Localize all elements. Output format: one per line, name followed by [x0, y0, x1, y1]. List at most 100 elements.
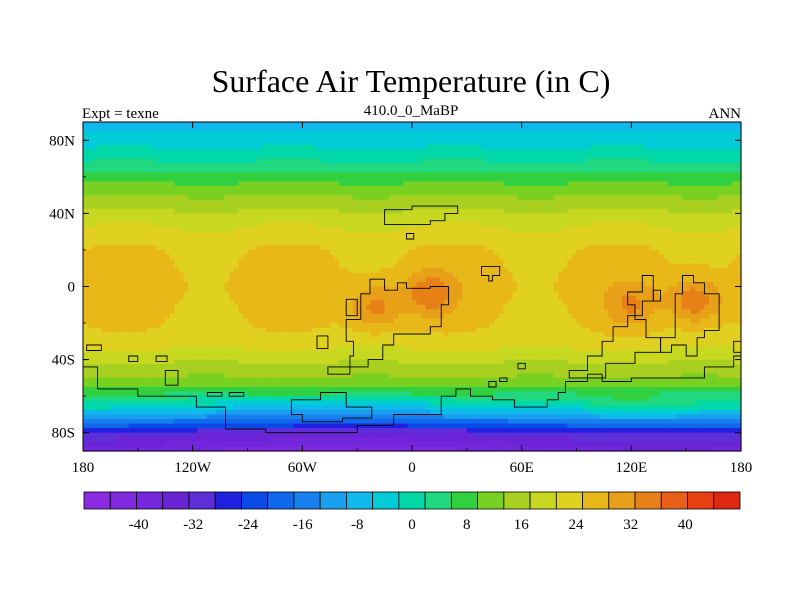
temperature-cell: [128, 213, 134, 219]
temperature-cell: [261, 149, 267, 155]
temperature-cell: [311, 126, 317, 132]
temperature-cell: [92, 217, 98, 224]
temperature-cell: [375, 163, 381, 169]
temperature-cell: [137, 227, 143, 233]
temperature-cell: [293, 122, 299, 128]
temperature-cell: [617, 181, 623, 187]
temperature-cell: [247, 167, 253, 173]
temperature-cell: [517, 263, 523, 269]
temperature-cell: [718, 249, 724, 256]
temperature-cell: [338, 122, 345, 128]
temperature-cell: [124, 254, 130, 260]
temperature-cell: [183, 167, 189, 173]
temperature-cell: [169, 263, 175, 269]
temperature-cell: [498, 144, 504, 151]
temperature-cell: [124, 263, 130, 269]
temperature-cell: [672, 167, 678, 173]
temperature-cell: [210, 158, 217, 164]
temperature-cell: [416, 181, 422, 187]
temperature-cell: [311, 245, 317, 251]
temperature-cell: [475, 245, 482, 251]
temperature-cell: [384, 227, 390, 233]
temperature-cell: [279, 153, 285, 160]
temperature-cell: [306, 199, 313, 205]
temperature-cell: [146, 126, 153, 132]
temperature-cell: [96, 245, 102, 251]
temperature-cell: [380, 263, 386, 269]
temperature-cell: [87, 185, 93, 192]
temperature-cell: [613, 217, 619, 224]
temperature-cell: [238, 231, 244, 237]
temperature-cell: [128, 153, 134, 160]
temperature-cell: [325, 140, 331, 146]
temperature-cell: [233, 172, 239, 178]
temperature-cell: [704, 204, 710, 210]
temperature-cell: [667, 131, 674, 137]
temperature-cell: [284, 131, 290, 137]
temperature-cell: [466, 185, 472, 192]
temperature-cell: [658, 181, 664, 187]
temperature-cell: [274, 240, 281, 246]
temperature-cell: [320, 163, 326, 169]
temperature-cell: [425, 172, 431, 178]
temperature-cell: [197, 131, 203, 137]
temperature-cell: [475, 131, 482, 137]
temperature-cell: [421, 126, 427, 132]
temperature-cell: [119, 144, 125, 151]
temperature-cell: [119, 199, 125, 205]
temperature-cell: [242, 172, 249, 178]
temperature-cell: [142, 222, 148, 228]
temperature-cell: [667, 144, 674, 151]
temperature-cell: [416, 172, 422, 178]
temperature-cell: [672, 144, 678, 151]
temperature-cell: [151, 153, 157, 160]
temperature-cell: [288, 181, 294, 187]
temperature-cell: [704, 195, 710, 201]
temperature-cell: [594, 172, 600, 178]
temperature-cell: [709, 185, 715, 192]
temperature-cell: [334, 135, 340, 141]
temperature-cell: [526, 231, 532, 237]
temperature-cell: [398, 149, 404, 155]
temperature-cell: [146, 149, 153, 155]
temperature-cell: [489, 140, 495, 146]
temperature-cell: [210, 245, 217, 251]
temperature-cell: [462, 249, 468, 256]
temperature-cell: [731, 126, 738, 132]
temperature-cell: [343, 217, 349, 224]
temperature-cell: [430, 122, 436, 128]
temperature-cell: [713, 227, 719, 233]
temperature-cell: [590, 158, 596, 164]
temperature-cell: [206, 222, 212, 228]
temperature-cell: [421, 185, 427, 192]
age-label: 410.0_0_MaBP: [364, 103, 459, 119]
temperature-cell: [503, 231, 509, 237]
temperature-cell: [133, 195, 139, 201]
temperature-cell: [571, 135, 578, 141]
temperature-cell: [178, 167, 185, 173]
temperature-cell: [498, 199, 504, 205]
temperature-cell: [407, 131, 413, 137]
temperature-cell: [485, 213, 491, 219]
temperature-cell: [416, 126, 422, 132]
temperature-cell: [690, 176, 696, 182]
temperature-cell: [498, 167, 504, 173]
temperature-cell: [608, 263, 614, 269]
temperature-cell: [667, 167, 674, 173]
temperature-cell: [174, 272, 180, 278]
temperature-cell: [398, 231, 404, 237]
temperature-cell: [443, 199, 450, 205]
temperature-cell: [603, 227, 610, 233]
temperature-cell: [485, 277, 491, 283]
temperature-cell: [521, 204, 527, 210]
temperature-cell: [393, 254, 399, 260]
temperature-cell: [165, 245, 171, 251]
temperature-cell: [498, 249, 504, 256]
temperature-cell: [233, 176, 239, 182]
temperature-cell: [110, 268, 116, 274]
temperature-cell: [571, 144, 578, 151]
temperature-cell: [174, 254, 180, 260]
temperature-cell: [242, 268, 249, 274]
temperature-cell: [110, 213, 116, 219]
temperature-cell: [366, 268, 372, 274]
